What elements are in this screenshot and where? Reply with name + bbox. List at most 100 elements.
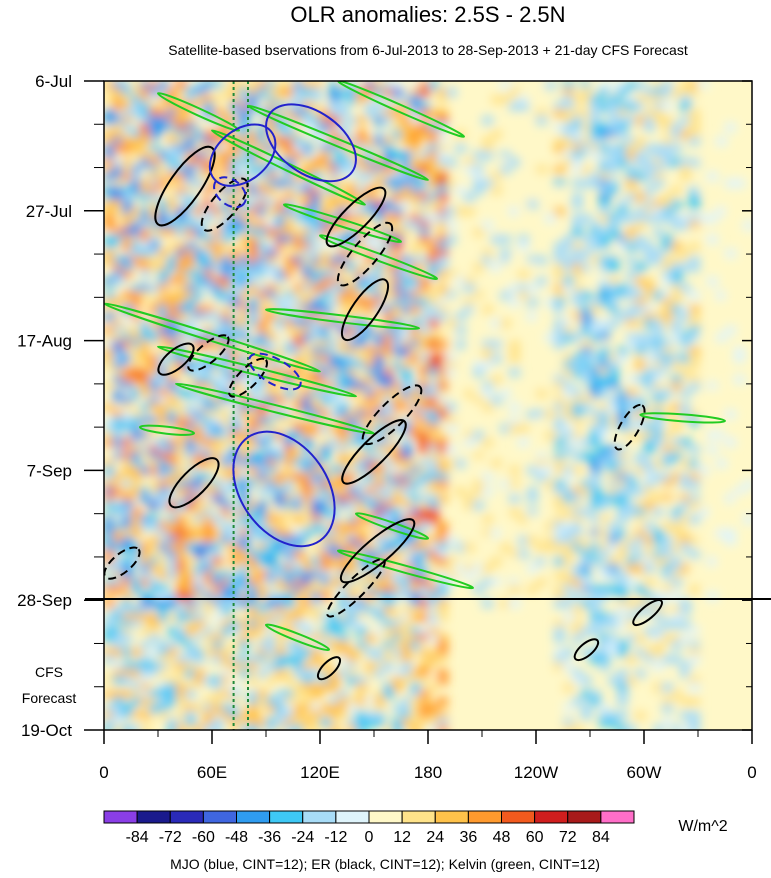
field-cell xyxy=(437,697,448,706)
field-cell xyxy=(131,158,142,167)
field-cell xyxy=(347,361,358,370)
field-cell xyxy=(365,606,376,615)
field-cell xyxy=(122,529,133,538)
field-cell xyxy=(212,571,223,580)
field-cell xyxy=(185,242,196,251)
field-cell xyxy=(581,473,592,482)
field-cell xyxy=(329,410,340,419)
field-cell xyxy=(545,214,556,223)
field-cell xyxy=(104,326,115,335)
field-cell xyxy=(662,256,673,265)
field-cell xyxy=(698,151,709,160)
field-cell xyxy=(455,452,466,461)
field-cell xyxy=(140,543,151,552)
field-cell xyxy=(401,592,412,601)
field-cell xyxy=(239,578,250,587)
field-cell xyxy=(671,298,682,307)
field-cell xyxy=(563,585,574,594)
field-cell xyxy=(239,508,250,517)
field-cell xyxy=(347,536,358,545)
field-cell xyxy=(653,291,664,300)
field-cell xyxy=(680,81,691,90)
field-cell xyxy=(257,291,268,300)
field-cell xyxy=(302,438,313,447)
field-cell xyxy=(113,95,124,104)
field-cell xyxy=(662,291,673,300)
field-cell xyxy=(221,347,232,356)
field-cell xyxy=(338,130,349,139)
field-cell xyxy=(527,466,538,475)
field-cell xyxy=(221,480,232,489)
field-cell xyxy=(590,459,601,468)
field-cell xyxy=(194,620,205,629)
field-cell xyxy=(239,466,250,475)
field-cell xyxy=(338,501,349,510)
field-cell xyxy=(203,312,214,321)
field-cell xyxy=(248,599,259,608)
field-cell xyxy=(401,151,412,160)
field-cell xyxy=(122,354,133,363)
field-cell xyxy=(203,585,214,594)
field-cell xyxy=(419,550,430,559)
field-cell xyxy=(401,326,412,335)
field-cell xyxy=(437,158,448,167)
field-cell xyxy=(662,634,673,643)
field-cell xyxy=(365,368,376,377)
field-cell xyxy=(401,179,412,188)
field-cell xyxy=(140,172,151,181)
field-cell xyxy=(113,438,124,447)
field-cell xyxy=(185,417,196,426)
field-cell xyxy=(509,417,520,426)
field-cell xyxy=(122,116,133,125)
field-cell xyxy=(230,214,241,223)
field-cell xyxy=(248,305,259,314)
field-cell xyxy=(419,501,430,510)
field-cell xyxy=(320,214,331,223)
field-cell xyxy=(635,634,646,643)
field-cell xyxy=(230,249,241,258)
field-cell xyxy=(392,270,403,279)
colorbar-label: 48 xyxy=(493,829,511,846)
field-cell xyxy=(365,592,376,601)
field-cell xyxy=(572,634,583,643)
field-cell xyxy=(293,298,304,307)
field-cell xyxy=(428,179,439,188)
field-cell xyxy=(473,298,484,307)
field-cell xyxy=(401,389,412,398)
field-cell xyxy=(131,88,142,97)
field-cell xyxy=(374,424,385,433)
field-cell xyxy=(734,88,745,97)
field-cell xyxy=(284,459,295,468)
field-cell xyxy=(653,347,664,356)
field-cell xyxy=(410,557,421,566)
field-cell xyxy=(473,431,484,440)
field-cell xyxy=(131,718,142,727)
field-cell xyxy=(194,571,205,580)
field-cell xyxy=(194,291,205,300)
field-cell xyxy=(428,431,439,440)
field-cell xyxy=(275,95,286,104)
field-cell xyxy=(176,536,187,545)
field-cell xyxy=(257,690,268,699)
field-cell xyxy=(311,522,322,531)
field-cell xyxy=(392,473,403,482)
field-cell xyxy=(248,137,259,146)
field-cell xyxy=(572,627,583,636)
field-cell xyxy=(599,207,610,216)
field-cell xyxy=(608,543,619,552)
field-cell xyxy=(680,284,691,293)
field-cell xyxy=(275,214,286,223)
field-cell xyxy=(599,648,610,657)
field-cell xyxy=(599,585,610,594)
field-cell xyxy=(176,592,187,601)
field-cell xyxy=(563,557,574,566)
field-cell xyxy=(590,697,601,706)
field-cell xyxy=(140,627,151,636)
field-cell xyxy=(302,214,313,223)
field-cell xyxy=(149,144,160,153)
field-cell xyxy=(662,263,673,272)
field-cell xyxy=(122,501,133,510)
field-cell xyxy=(275,81,286,90)
field-cell xyxy=(356,319,367,328)
